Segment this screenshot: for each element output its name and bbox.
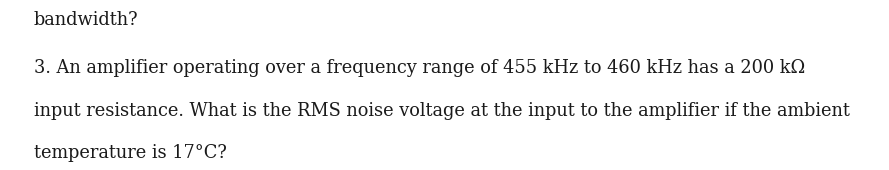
Text: temperature is 17°C?: temperature is 17°C? — [34, 144, 227, 162]
Text: input resistance. What is the RMS noise voltage at the input to the amplifier if: input resistance. What is the RMS noise … — [34, 101, 850, 120]
Text: 3. An amplifier operating over a frequency range of 455 kHz to 460 kHz has a 200: 3. An amplifier operating over a frequen… — [34, 59, 805, 77]
Text: bandwidth?: bandwidth? — [34, 11, 139, 29]
